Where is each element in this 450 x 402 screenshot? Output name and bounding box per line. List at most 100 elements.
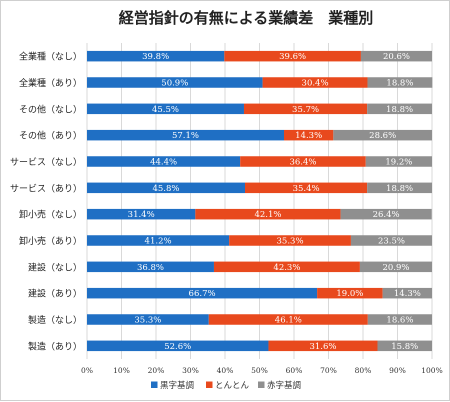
bar-segment xyxy=(382,287,432,299)
bar-segment xyxy=(87,261,214,273)
category-label: サービス（あり） xyxy=(10,183,82,194)
data-label: 36.8% xyxy=(137,263,164,273)
x-tick-label: 50% xyxy=(251,366,268,375)
data-label: 45.8% xyxy=(152,184,179,194)
legend-label: とんとん xyxy=(215,381,250,391)
data-label: 14.3% xyxy=(295,131,322,141)
data-label: 31.4% xyxy=(128,210,155,220)
legend-label: 黒字基調 xyxy=(160,380,194,391)
category-label: 全業種（なし） xyxy=(19,51,82,63)
bar-segment xyxy=(213,261,360,273)
data-label: 18.6% xyxy=(386,316,413,326)
data-label: 42.1% xyxy=(254,210,281,220)
x-tick-label: 30% xyxy=(182,366,199,375)
category-label: 建設（あり） xyxy=(28,288,82,300)
data-label: 18.8% xyxy=(386,79,413,89)
data-label: 23.5% xyxy=(378,237,405,247)
category-label: 卸小売（あり） xyxy=(19,235,82,247)
legend-swatch xyxy=(151,381,158,388)
data-label: 50.9% xyxy=(161,79,188,89)
bar-segment xyxy=(224,50,361,62)
x-axis-ticks: 0% 10% 20% 30% 40% 50% 60% 70% 80% 90% 100% xyxy=(81,366,443,375)
legend-swatch xyxy=(258,381,265,388)
data-label: 35.4% xyxy=(293,184,320,194)
data-label: 35.3% xyxy=(277,237,304,247)
data-label: 41.2% xyxy=(145,237,172,247)
data-label: 30.4% xyxy=(302,79,329,89)
data-label: 36.4% xyxy=(289,158,316,168)
bar-segment xyxy=(359,261,432,273)
data-label: 45.5% xyxy=(152,105,179,115)
bar-segment xyxy=(367,314,432,325)
x-tick-label: 60% xyxy=(286,366,303,375)
x-tick-label: 10% xyxy=(113,366,130,375)
x-tick-label: 100% xyxy=(421,366,442,375)
legend: 黒字基調 とんとん 赤字基調 xyxy=(151,380,301,391)
bar-segment xyxy=(87,235,230,246)
data-label: 18.8% xyxy=(386,105,413,115)
bar-segment xyxy=(262,77,368,88)
bar-segment xyxy=(87,208,196,220)
data-label: 66.7% xyxy=(189,289,216,299)
data-label: 26.4% xyxy=(373,210,400,220)
data-label: 39.8% xyxy=(142,52,169,62)
bar-segment xyxy=(87,287,318,299)
bar-segment xyxy=(87,156,241,167)
category-label: 卸小売（なし） xyxy=(19,209,82,221)
data-label: 52.6% xyxy=(164,342,191,352)
x-tick-label: 40% xyxy=(217,366,234,375)
bar-segment xyxy=(245,182,368,194)
data-label: 19.0% xyxy=(336,289,363,299)
bar-segment xyxy=(365,156,432,167)
bar-segment xyxy=(340,208,432,220)
bar-segment xyxy=(87,77,263,88)
bar-segment xyxy=(367,103,432,115)
data-label: 28.6% xyxy=(369,131,396,141)
x-tick-label: 20% xyxy=(148,366,165,375)
chart-title: 経営指針の有無による業績差 業種別 xyxy=(119,9,374,27)
bar-segment xyxy=(317,287,383,299)
data-label: 31.6% xyxy=(309,342,336,352)
bar-segment xyxy=(87,340,269,352)
gridlines xyxy=(86,43,433,359)
bar-segment xyxy=(360,50,432,62)
bar-segment xyxy=(87,50,225,62)
category-label: 製造（あり） xyxy=(28,340,82,352)
data-label: 35.7% xyxy=(292,105,319,115)
legend-swatch xyxy=(206,381,213,388)
bar-segment xyxy=(377,340,432,352)
data-label: 44.4% xyxy=(150,158,177,168)
data-label: 14.3% xyxy=(394,289,421,299)
data-label: 20.6% xyxy=(383,52,410,62)
category-labels: 全業種（なし） 全業種（あり） その他（なし） その他（あり） サービス（なし） サービス… xyxy=(10,51,82,353)
bar-segment xyxy=(268,340,378,352)
data-label: 18.8% xyxy=(386,184,413,194)
bar-segment xyxy=(87,182,246,194)
category-label: 製造（なし） xyxy=(28,314,82,326)
data-label: 15.8% xyxy=(391,342,418,352)
bar-segment xyxy=(208,314,368,325)
bar-segment xyxy=(87,129,284,141)
x-tick-label: 0% xyxy=(81,366,93,375)
bar-segment xyxy=(195,208,341,220)
bar-segment xyxy=(367,77,433,88)
data-label: 46.1% xyxy=(275,316,302,326)
bar-segment xyxy=(367,182,432,194)
bar-segment xyxy=(240,156,366,167)
category-label: サービス（なし） xyxy=(10,157,82,168)
x-tick-label: 80% xyxy=(355,366,372,375)
category-label: その他（あり） xyxy=(19,130,82,142)
bars: 39.8% 39.6% 20.6% 50.9% 30.4% 18.8% 45.5% 35.7%… xyxy=(87,50,433,352)
bar-segment xyxy=(87,103,244,115)
data-label: 57.1% xyxy=(172,131,199,141)
bar-segment xyxy=(87,314,209,325)
category-label: 建設（なし） xyxy=(28,261,82,273)
bar-segment xyxy=(283,129,334,141)
x-tick-label: 70% xyxy=(320,366,337,375)
data-label: 19.2% xyxy=(385,158,412,168)
data-label: 39.6% xyxy=(279,52,306,62)
data-label: 20.9% xyxy=(382,263,409,273)
bar-segment xyxy=(243,103,368,115)
